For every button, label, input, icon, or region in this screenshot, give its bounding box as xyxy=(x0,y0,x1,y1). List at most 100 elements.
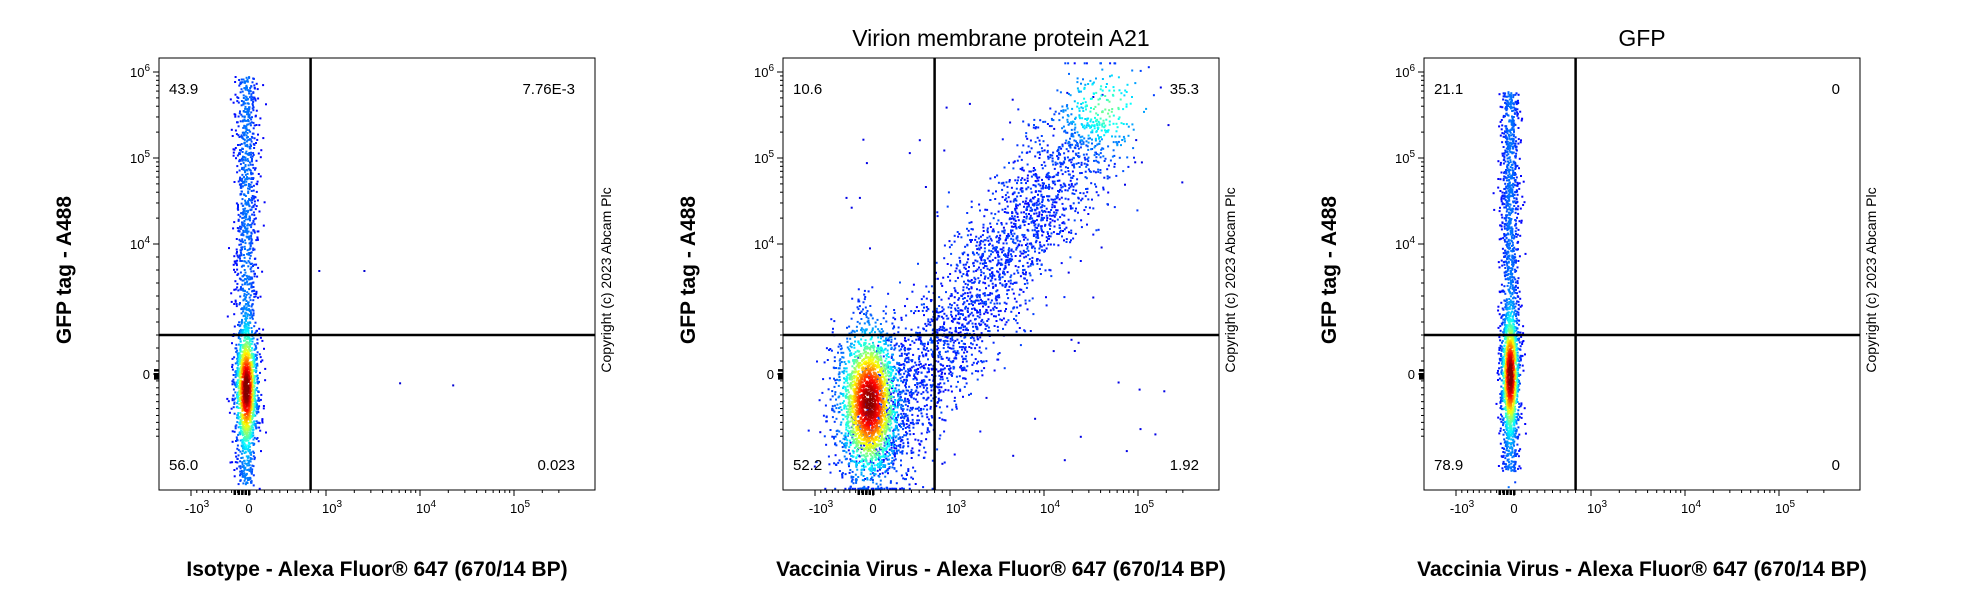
event-dot xyxy=(1067,218,1070,221)
event-dot xyxy=(1063,459,1066,462)
event-dot xyxy=(244,260,247,263)
event-dot xyxy=(829,398,832,401)
event-dot xyxy=(239,412,242,415)
event-dot xyxy=(241,396,243,399)
event-dot xyxy=(257,390,260,393)
event-dot xyxy=(903,372,906,375)
event-dot xyxy=(923,345,926,348)
event-dot xyxy=(243,305,246,308)
event-dot xyxy=(1004,262,1007,265)
event-dot xyxy=(1034,190,1037,193)
event-dot xyxy=(1080,172,1083,174)
event-dot xyxy=(904,370,907,373)
event-dot xyxy=(247,450,250,453)
event-dot xyxy=(958,375,961,378)
event-dot xyxy=(984,311,987,314)
event-dot xyxy=(1010,249,1013,252)
event-dot xyxy=(251,416,254,418)
event-dot xyxy=(250,378,253,381)
event-dot xyxy=(943,244,946,247)
event-dot xyxy=(230,407,233,410)
event-dot xyxy=(246,89,249,92)
event-dot xyxy=(1033,229,1036,232)
event-dot xyxy=(1077,147,1080,150)
event-dot xyxy=(908,429,911,432)
event-dot xyxy=(910,328,913,331)
event-dot xyxy=(1003,273,1006,276)
event-dot xyxy=(236,100,239,103)
event-dot xyxy=(950,385,953,388)
event-dot xyxy=(894,458,897,461)
event-dot xyxy=(250,327,253,329)
event-dot xyxy=(966,309,969,312)
event-dot xyxy=(1035,239,1038,242)
event-dot xyxy=(1041,198,1044,201)
event-dot xyxy=(239,225,241,228)
event-dot xyxy=(242,388,245,391)
event-dot xyxy=(248,448,251,451)
event-dot xyxy=(983,262,985,265)
event-dot xyxy=(1077,341,1080,344)
event-dot xyxy=(1002,230,1005,233)
event-dot xyxy=(833,462,836,465)
event-dot xyxy=(249,122,252,125)
event-dot xyxy=(910,452,913,454)
event-dot xyxy=(236,400,239,403)
event-dot xyxy=(1068,183,1071,186)
event-dot xyxy=(251,116,253,119)
event-dot xyxy=(1027,223,1030,225)
event-dot xyxy=(253,397,256,400)
event-dot xyxy=(936,277,939,280)
event-dot xyxy=(251,396,254,398)
event-dot xyxy=(970,287,973,290)
event-dot xyxy=(244,330,247,333)
event-dot xyxy=(236,439,239,442)
event-dot xyxy=(1040,229,1043,231)
event-dot xyxy=(1001,188,1004,191)
event-dot xyxy=(250,380,253,383)
event-dot xyxy=(1027,145,1030,148)
event-dot xyxy=(958,256,961,259)
event-dot xyxy=(969,240,972,243)
event-dot xyxy=(1010,310,1013,313)
event-dot xyxy=(927,323,930,326)
event-dot xyxy=(977,299,980,302)
event-dot xyxy=(920,412,923,415)
event-dot xyxy=(1100,246,1103,249)
event-dot xyxy=(255,330,258,333)
event-dot xyxy=(1022,144,1025,147)
event-dot xyxy=(991,282,994,285)
event-dot xyxy=(233,412,236,415)
event-dot xyxy=(240,457,243,459)
event-dot xyxy=(255,404,258,407)
event-dot xyxy=(247,253,250,256)
event-dot xyxy=(245,201,248,204)
event-dot xyxy=(252,152,255,155)
event-dot xyxy=(892,377,895,380)
event-dot xyxy=(1068,231,1070,234)
event-dot xyxy=(1032,245,1035,248)
event-dot xyxy=(979,309,981,312)
event-dot xyxy=(899,487,902,490)
event-dot xyxy=(1003,184,1006,187)
event-dot xyxy=(996,289,999,292)
event-dot xyxy=(937,397,940,400)
event-dot xyxy=(1074,147,1077,150)
event-dot xyxy=(890,379,893,382)
event-dot xyxy=(949,367,952,370)
event-dot xyxy=(1004,264,1007,267)
event-dot xyxy=(890,444,893,446)
event-dot xyxy=(966,292,969,295)
event-dot xyxy=(956,309,959,312)
event-dot xyxy=(234,391,237,394)
event-dot xyxy=(245,352,248,355)
event-dot xyxy=(958,316,961,319)
event-dot xyxy=(955,375,958,378)
event-dot xyxy=(452,384,455,387)
event-dot xyxy=(862,301,865,304)
event-dot xyxy=(1031,261,1034,264)
event-dot xyxy=(910,396,913,399)
event-dot xyxy=(1069,185,1072,188)
event-dot xyxy=(249,434,252,437)
event-dot xyxy=(1052,182,1055,185)
